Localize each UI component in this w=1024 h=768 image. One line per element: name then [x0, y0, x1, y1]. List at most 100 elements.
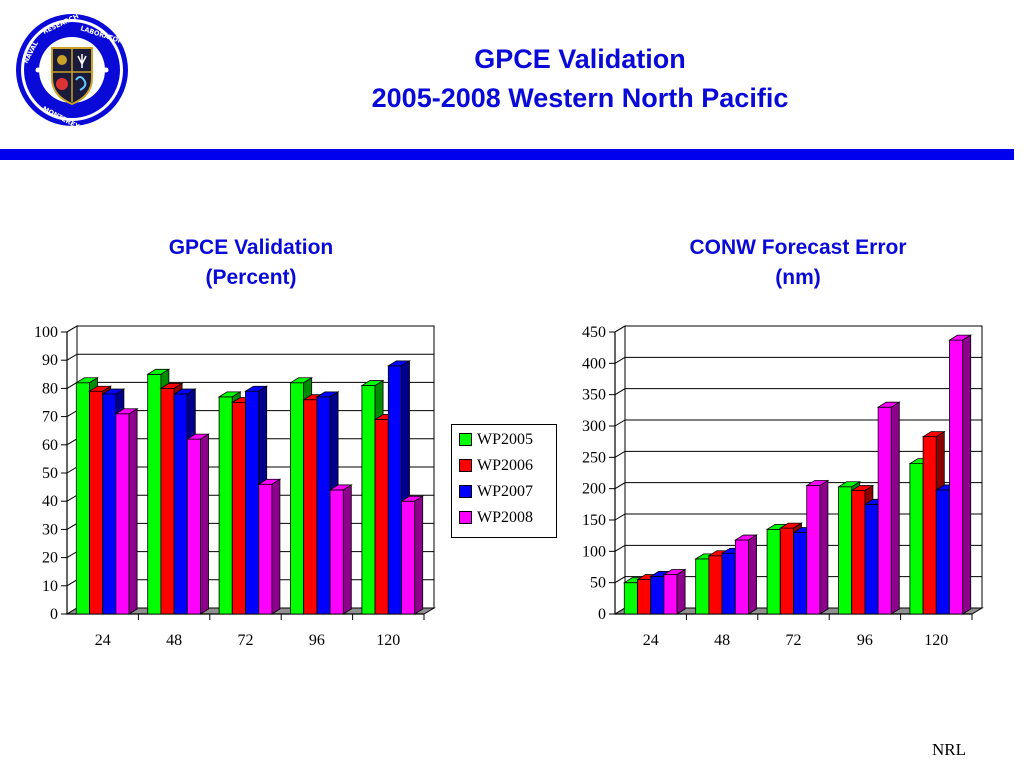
bar-WP2008-96 — [328, 484, 353, 615]
y-tick-label: 250 — [582, 449, 606, 466]
bar-WP2008-24 — [114, 408, 139, 615]
x-tick-label: 120 — [376, 632, 400, 649]
y-tick-label: 400 — [582, 355, 606, 372]
bar-front — [734, 539, 749, 615]
x-tick-label: 24 — [643, 632, 659, 649]
bar-WP2008-96 — [876, 401, 901, 615]
y-tick-label: 50 — [42, 465, 58, 482]
bar-WP2008-72 — [257, 478, 282, 615]
bar-front — [708, 555, 723, 615]
chart-legend: WP2005 WP2006 WP2007 WP2008 — [451, 424, 557, 538]
bar-front — [361, 385, 376, 615]
gridline — [614, 482, 982, 490]
chart2-title-line2: (nm) — [775, 266, 821, 289]
bar-front — [218, 396, 233, 615]
gridline — [66, 353, 434, 361]
chart1-title: GPCE Validation (Percent) — [121, 233, 381, 293]
x-tick-label: 72 — [238, 632, 254, 649]
gridline — [614, 356, 982, 364]
y-tick-label: 90 — [42, 352, 58, 369]
x-tick-label: 48 — [714, 632, 730, 649]
legend-item: WP2005 — [452, 427, 556, 452]
bar-front — [401, 500, 416, 615]
y-tick-label: 100 — [582, 543, 606, 560]
legend-item: WP2008 — [452, 505, 556, 530]
x-tick-label: 96 — [309, 632, 325, 649]
bar-WP2008-120 — [400, 495, 425, 615]
y-tick-label: 60 — [42, 437, 58, 454]
y-tick-label: 40 — [42, 493, 58, 510]
y-tick-label: 100 — [34, 324, 58, 341]
bar-front — [374, 419, 389, 615]
bar-side — [271, 478, 281, 615]
bar-side — [414, 495, 424, 615]
bar-side — [819, 479, 829, 615]
bar-front — [245, 390, 260, 615]
legend-item: WP2006 — [452, 453, 556, 478]
bar-front — [290, 382, 305, 615]
legend-swatch — [459, 511, 472, 524]
bar-front — [115, 413, 130, 615]
bar-front — [766, 528, 781, 615]
bar-front — [89, 390, 104, 615]
bar-front — [186, 438, 201, 615]
bar-front — [160, 388, 175, 615]
bar-front — [258, 483, 273, 615]
page-title: GPCE Validation 2005-2008 Western North … — [200, 40, 960, 118]
bar-front — [303, 399, 318, 615]
bar-side — [676, 568, 686, 615]
legend-label: WP2007 — [477, 483, 533, 500]
bar-front — [806, 485, 821, 615]
chart1-title-line1: GPCE Validation — [168, 236, 334, 259]
gridline — [614, 388, 982, 396]
y-tick-label: 50 — [590, 575, 606, 592]
bar-front — [793, 532, 808, 615]
bar-front — [838, 486, 853, 615]
bar-front — [650, 575, 665, 615]
gridline — [614, 325, 982, 333]
bar-front — [695, 558, 710, 615]
bar-side — [200, 433, 209, 615]
bar-WP2008-24 — [662, 568, 687, 615]
y-tick-label: 20 — [42, 550, 58, 567]
y-tick-label: 150 — [582, 512, 606, 529]
plot-side-wall — [614, 325, 626, 615]
bar-side — [128, 408, 138, 615]
bar-front — [851, 490, 866, 615]
bar-front — [75, 382, 90, 615]
bar-side — [748, 534, 757, 615]
legend-label: WP2006 — [477, 457, 533, 474]
bar-front — [387, 365, 402, 615]
legend-swatch — [459, 485, 472, 498]
y-tick-label: 200 — [582, 481, 606, 498]
bar-front — [877, 406, 892, 615]
y-tick-label: 0 — [50, 606, 58, 623]
bar-WP2008-72 — [805, 479, 830, 615]
legend-label: WP2005 — [477, 431, 533, 448]
x-tick-label: 72 — [786, 632, 802, 649]
legend-item: WP2007 — [452, 479, 556, 504]
x-tick-label: 120 — [924, 632, 948, 649]
bar-front — [935, 489, 950, 615]
chart-gpce-validation: 0 10 20 30 40 50 60 70 80 90 100 24 48 72 96 120 — [34, 324, 436, 649]
y-tick-label: 300 — [582, 418, 606, 435]
y-tick-label: 350 — [582, 387, 606, 404]
page-title-line1: GPCE Validation — [474, 44, 686, 74]
x-tick-label: 24 — [95, 632, 111, 649]
chart-conw-forecast-error: 0 50 100 150 200 250 300 350 400 450 24 48 72 96 120 — [582, 324, 984, 649]
bar-front — [949, 339, 964, 615]
bar-front — [147, 373, 162, 615]
y-tick-label: 30 — [42, 521, 58, 538]
bar-front — [922, 436, 937, 615]
bar-front — [637, 579, 652, 615]
legend-label: WP2008 — [477, 509, 533, 526]
bar-front — [231, 402, 246, 615]
bar-front — [102, 393, 117, 615]
gridline — [66, 325, 434, 333]
bar-side — [342, 484, 352, 615]
bar-front — [663, 574, 678, 615]
title-divider — [0, 149, 1014, 160]
chart2-title-line1: CONW Forecast Error — [689, 236, 907, 259]
bar-front — [329, 489, 344, 615]
bar-front — [909, 463, 924, 615]
